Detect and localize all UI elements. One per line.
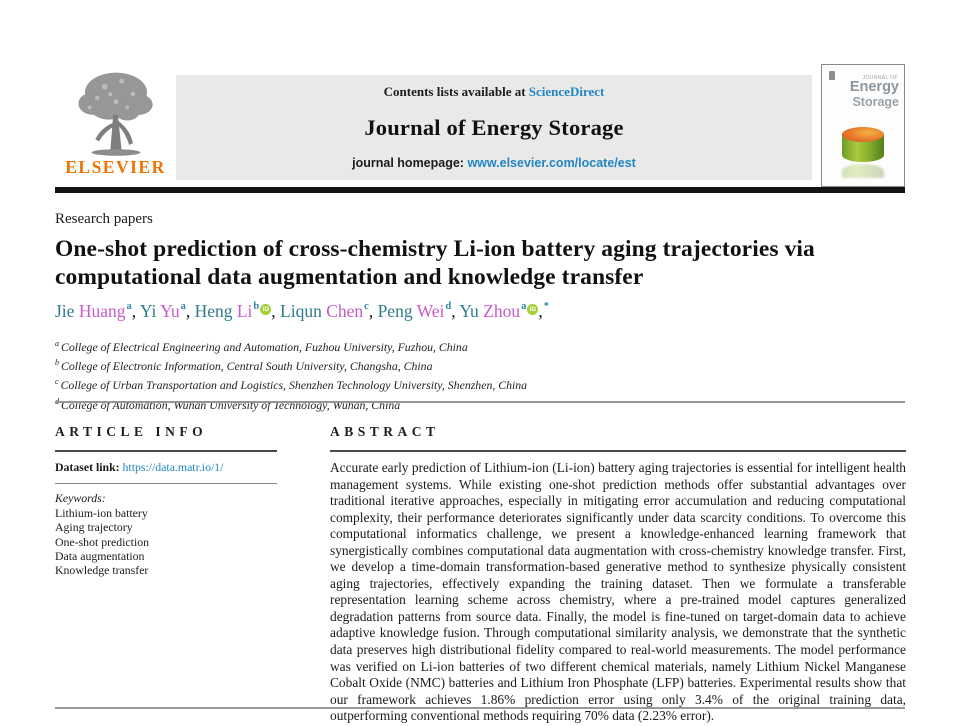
journal-homepage-link[interactable]: www.elsevier.com/locate/est bbox=[467, 156, 636, 170]
author: Heng Lib iD, bbox=[194, 301, 281, 321]
keyword: Lithium-ion battery bbox=[55, 506, 148, 520]
dataset-label: Dataset link: bbox=[55, 460, 123, 474]
author: Yu Zhoua iD ,* bbox=[459, 301, 549, 321]
cover-title-line2: Storage bbox=[852, 95, 899, 109]
header-divider bbox=[55, 187, 905, 193]
cover-publisher-mark-icon bbox=[829, 71, 835, 80]
divider bbox=[55, 450, 277, 452]
affiliation: c College of Urban Transportation and Log… bbox=[55, 377, 528, 393]
homepage-line: journal homepage: www.elsevier.com/locat… bbox=[176, 156, 812, 170]
journal-banner: Contents lists available at ScienceDirec… bbox=[176, 75, 812, 180]
author: Peng Weid, bbox=[377, 301, 460, 321]
orcid-icon[interactable]: iD bbox=[260, 304, 272, 315]
article-info-heading: ARTICLE INFO bbox=[55, 424, 208, 439]
affiliation: b College of Electronic Information, Cent… bbox=[55, 358, 433, 374]
paper-title: One-shot prediction of cross-chemistry L… bbox=[55, 236, 815, 290]
affiliation: a College of Electrical Engineering and A… bbox=[55, 339, 468, 354]
keyword: Data augmentation bbox=[55, 548, 145, 563]
author: Liqun Chenc, bbox=[280, 301, 378, 321]
keyword: Aging trajectory bbox=[55, 520, 133, 535]
contents-line: Contents lists available at ScienceDirec… bbox=[176, 84, 812, 100]
sciencedirect-link[interactable]: ScienceDirect bbox=[528, 84, 605, 99]
footer-divider bbox=[55, 707, 905, 709]
divider bbox=[330, 450, 906, 452]
homepage-prefix: journal homepage: bbox=[352, 156, 468, 170]
article-info-column: ARTICLE INFO Dataset link: https://data.… bbox=[55, 424, 277, 577]
keyword: One-shot prediction bbox=[55, 534, 150, 549]
abstract-heading: ABSTRACT bbox=[330, 424, 440, 439]
dataset-link-row: Dataset link: https://data.matr.io/1/ bbox=[55, 460, 277, 475]
elsevier-logo: ELSEVIER bbox=[55, 64, 176, 178]
keyword: Knowledge transfer bbox=[55, 563, 149, 578]
journal-header: ELSEVIER Contents lists available at Sci… bbox=[55, 64, 905, 187]
divider bbox=[55, 483, 277, 484]
dataset-link[interactable]: https://data.matr.io/1/ bbox=[122, 460, 224, 474]
author: Jie Huanga, bbox=[55, 301, 140, 321]
article-type-label: Research papers bbox=[55, 211, 153, 227]
corresponding-author-mark: * bbox=[543, 301, 549, 313]
section-divider bbox=[55, 401, 905, 403]
journal-cover-thumbnail[interactable]: JOURNAL OF Energy Storage bbox=[821, 64, 905, 187]
abstract-column: ABSTRACT Accurate early prediction of Li… bbox=[330, 424, 906, 725]
affiliation: dCollege of Automation, Wuhan University… bbox=[55, 397, 401, 412]
author-list: Jie Huanga, Yi Yua, Heng Lib iD, Liqun Ch… bbox=[55, 301, 549, 322]
abstract-text: Accurate early prediction of Lithium-ion… bbox=[330, 460, 906, 724]
cover-title-line1: Energy bbox=[849, 79, 899, 95]
battery-cylinder-graphic bbox=[842, 127, 884, 179]
keywords-label: Keywords: bbox=[55, 491, 106, 505]
elsevier-wordmark: ELSEVIER bbox=[65, 157, 166, 177]
author: Yi Yua, bbox=[139, 301, 195, 321]
affiliation-list: a College of Electrical Engineering and A… bbox=[55, 336, 527, 413]
journal-title: Journal of Energy Storage bbox=[364, 115, 624, 140]
elsevier-tree-icon bbox=[77, 72, 153, 156]
orcid-icon[interactable]: iD bbox=[527, 304, 539, 315]
cover-kicker: JOURNAL OF bbox=[862, 75, 898, 81]
contents-prefix: Contents lists available at bbox=[383, 84, 529, 99]
